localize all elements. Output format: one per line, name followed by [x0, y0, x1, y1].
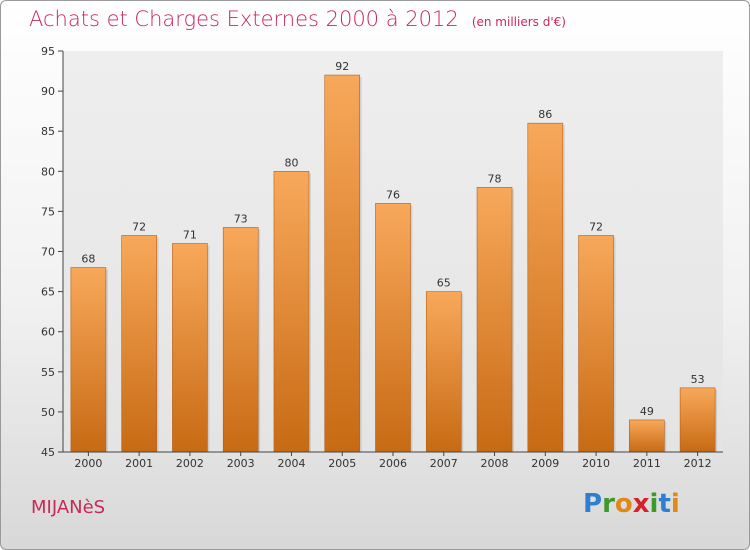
bar — [679, 387, 716, 453]
bar — [425, 291, 462, 453]
bar — [476, 187, 513, 453]
logo-letter: i — [649, 489, 659, 519]
x-tick-label: 2010 — [582, 457, 610, 470]
bar — [324, 74, 361, 453]
bar — [222, 227, 259, 453]
y-axis: 45 50 55 60 65 70 75 80 85 90 95 — [41, 45, 64, 459]
bar-value-label: 71 — [183, 228, 197, 241]
bar — [273, 171, 310, 453]
y-tick-label: 55 — [41, 366, 55, 379]
chart-title: Achats et Charges Externes 2000 à 2012 (… — [29, 7, 566, 31]
y-tick-label: 70 — [41, 246, 55, 259]
chart-title-text: Achats et Charges Externes 2000 à 2012 — [29, 7, 459, 31]
y-tick-label: 85 — [41, 125, 55, 138]
bar-value-label: 68 — [81, 253, 95, 266]
logo-letter: t — [658, 489, 671, 519]
logo-letter: x — [632, 489, 650, 519]
bar-value-label: 49 — [640, 405, 654, 418]
bar-value-label: 80 — [284, 156, 298, 169]
bar — [629, 419, 665, 453]
y-tick-label: 60 — [41, 326, 55, 339]
logo-letter: i — [670, 489, 680, 519]
y-tick-label: 90 — [41, 85, 55, 98]
bar-value-label: 92 — [335, 60, 349, 73]
y-tick-label: 45 — [41, 446, 55, 459]
bar-value-label: 73 — [234, 212, 248, 225]
bar-value-label: 78 — [488, 172, 502, 185]
bar-value-label: 72 — [589, 220, 603, 233]
x-tick-label: 2009 — [531, 457, 559, 470]
x-tick-label: 2001 — [125, 457, 153, 470]
x-tick-label: 2011 — [633, 457, 661, 470]
place-name: MIJANèS — [31, 497, 106, 518]
y-tick-label: 65 — [41, 286, 55, 299]
bars: 68 72 71 73 80 92 76 65 78 86 72 49 53 — [70, 60, 718, 453]
proxiti-logo: Proxiti — [583, 489, 680, 519]
x-tick-label: 2012 — [684, 457, 712, 470]
logo-letter: o — [614, 489, 633, 519]
bar-value-label: 65 — [437, 277, 451, 290]
bar-value-label: 53 — [691, 373, 705, 386]
x-tick-label: 2004 — [277, 457, 305, 470]
x-tick-label: 2005 — [328, 457, 356, 470]
x-tick-label: 2002 — [176, 457, 204, 470]
bar-value-label: 86 — [538, 108, 552, 121]
logo-letter: r — [602, 489, 615, 519]
x-tick-label: 2006 — [379, 457, 407, 470]
x-tick-label: 2000 — [74, 457, 102, 470]
y-tick-label: 75 — [41, 205, 55, 218]
y-tick-label: 95 — [41, 45, 55, 58]
logo-letter: P — [583, 489, 603, 519]
bar — [172, 243, 208, 453]
bar — [121, 235, 157, 453]
x-axis: 2000 2001 2002 2003 2004 2005 2006 2007 2008 2009… — [63, 451, 723, 470]
chart-unit: (en milliers d'€) — [471, 15, 566, 29]
x-tick-label: 2003 — [227, 457, 255, 470]
y-tick-label: 80 — [41, 165, 55, 178]
x-tick-label: 2008 — [481, 457, 509, 470]
bar — [527, 122, 564, 453]
x-tick-label: 2007 — [430, 457, 458, 470]
bar — [375, 203, 411, 453]
bar — [578, 235, 614, 453]
bar-value-label: 72 — [132, 220, 146, 233]
bar — [70, 267, 107, 453]
y-tick-label: 50 — [41, 406, 55, 419]
bar-value-label: 76 — [386, 188, 400, 201]
